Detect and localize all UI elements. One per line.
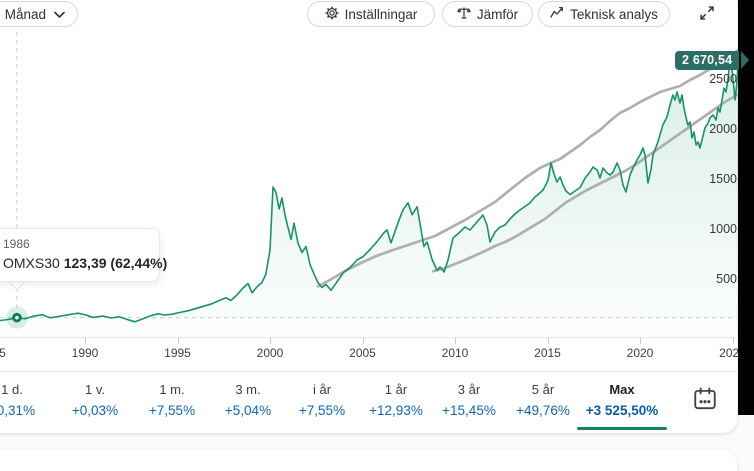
y-axis-label: 2500 — [709, 72, 737, 86]
period-button-iår[interactable]: i år +7,55% — [272, 381, 372, 421]
period-label: 1 d. — [1, 382, 23, 397]
period-change: +3 525,50% — [585, 403, 659, 418]
y-axis-label: 1000 — [709, 222, 737, 236]
x-axis-label: 2020 — [626, 346, 654, 360]
x-axis-tick — [270, 338, 271, 344]
x-axis-label: 2010 — [441, 346, 469, 360]
x-axis-label: 1995 — [164, 346, 191, 360]
period-button-1m[interactable]: 1 m. +7,55% — [122, 381, 222, 421]
compare-label: Jämför — [476, 6, 519, 22]
compare-button[interactable]: Jämför — [442, 1, 533, 27]
period-button-3m[interactable]: 3 m. +5,04% — [198, 381, 298, 421]
interval-dropdown[interactable]: Månad — [0, 1, 78, 27]
period-button-5år[interactable]: 5 år +49,76% — [493, 381, 593, 421]
period-label: Max — [609, 382, 635, 397]
axis-divider — [0, 371, 737, 372]
period-change: +12,93% — [369, 403, 423, 418]
period-button-1d[interactable]: 1 d. +0,31% — [0, 381, 62, 421]
scales-icon — [457, 6, 471, 23]
chart-card — [0, 0, 737, 433]
x-axis-tick — [732, 338, 734, 344]
settings-button[interactable]: Inställningar — [307, 1, 435, 27]
period-label: 1 år — [384, 382, 408, 397]
trend-line-icon — [550, 6, 564, 22]
x-axis-tick — [640, 338, 641, 344]
y-axis-label: 1500 — [709, 172, 737, 186]
next-section-card — [0, 450, 737, 471]
x-axis-label: 2000 — [256, 346, 284, 360]
period-button-Max[interactable]: Max +3 525,50% — [572, 381, 672, 421]
period-label: 5 år — [531, 382, 555, 397]
tooltip-value: 123,39 — [63, 255, 107, 271]
x-axis-label: 2015 — [534, 346, 561, 360]
period-button-1år[interactable]: 1 år +12,93% — [346, 381, 446, 421]
x-axis-tick — [85, 338, 86, 344]
selected-period-underline — [577, 427, 667, 430]
tooltip-date: 1986 — [3, 237, 30, 251]
period-change: +49,76% — [516, 403, 570, 418]
tooltip-instrument: OMXS30 — [3, 255, 60, 271]
last-price-badge: 2 670,54 — [675, 51, 740, 70]
last-price-badge-tip — [741, 51, 749, 69]
x-axis-tick — [177, 338, 179, 344]
chart-tooltip: 1986 OMXS30 123,39 (62,44%) — [0, 228, 167, 282]
card-gap — [0, 433, 737, 450]
y-axis-label: 500 — [716, 272, 737, 286]
gear-icon — [325, 6, 339, 23]
tooltip-value-row: OMXS30 123,39 (62,44%) — [3, 253, 167, 273]
technical-analysis-button[interactable]: Teknisk analys — [538, 1, 670, 27]
period-change: +0,31% — [0, 403, 36, 418]
x-axis-tick — [547, 338, 549, 344]
period-change: +5,04% — [224, 403, 272, 418]
expand-chart-button[interactable] — [692, 2, 722, 26]
chevron-down-icon — [54, 7, 65, 22]
period-button-3år[interactable]: 3 år +15,45% — [419, 381, 519, 421]
x-axis-label: 1990 — [71, 346, 99, 360]
y-axis-label: 2000 — [709, 122, 737, 136]
tooltip-change: (62,44%) — [110, 255, 168, 271]
period-change: +0,03% — [71, 403, 119, 418]
calendar-icon — [692, 386, 718, 415]
period-label: i år — [312, 382, 332, 397]
period-change: +7,55% — [148, 403, 196, 418]
x-axis-label: 2005 — [349, 346, 376, 360]
interval-label: Månad — [4, 6, 46, 22]
period-label: 3 år — [457, 382, 481, 397]
date-range-picker-button[interactable] — [691, 386, 719, 414]
x-axis-line — [0, 337, 737, 338]
settings-label: Inställningar — [344, 6, 418, 22]
x-axis-tick — [362, 338, 364, 344]
expand-arrows-icon — [699, 5, 715, 24]
x-axis-tick — [455, 338, 456, 344]
period-label: 3 m. — [235, 382, 261, 397]
period-change: +7,55% — [298, 403, 346, 418]
period-label: 1 m. — [159, 382, 185, 397]
period-label: 1 v. — [85, 382, 105, 397]
viewport-edge — [738, 0, 754, 415]
period-change: +15,45% — [442, 403, 496, 418]
x-axis-label: 1985 — [0, 346, 6, 360]
period-button-1v[interactable]: 1 v. +0,03% — [45, 381, 145, 421]
technical-analysis-label: Teknisk analys — [570, 6, 658, 22]
